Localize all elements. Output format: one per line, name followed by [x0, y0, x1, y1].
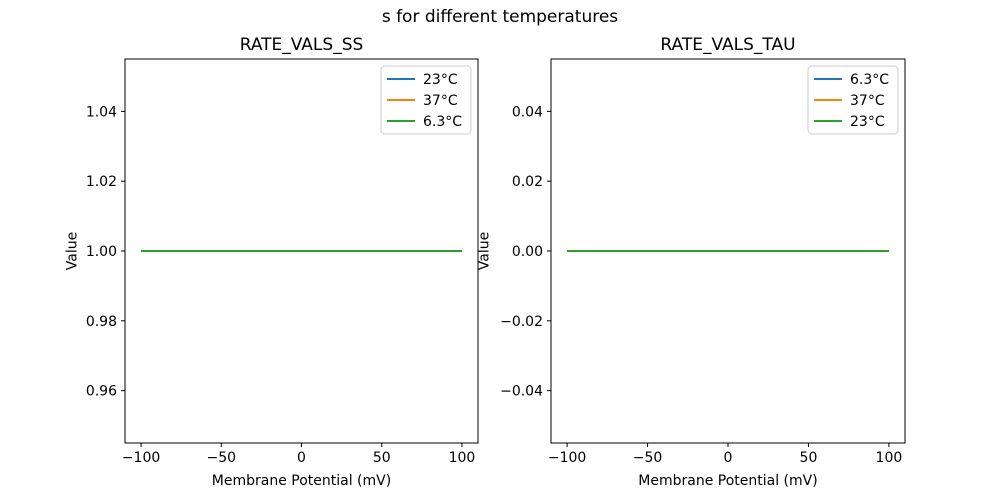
- x-axis-label-rate-vals-ss: Membrane Potential (mV): [212, 473, 391, 489]
- x-tick-label: 50: [373, 450, 391, 466]
- x-tick-label: −50: [633, 450, 663, 466]
- x-tick-label: −100: [122, 450, 160, 466]
- y-axis-label-rate-vals-ss: Value: [64, 232, 80, 270]
- y-tick-label: 0.04: [512, 104, 543, 120]
- x-tick-label: 100: [449, 450, 476, 466]
- legend-rate-vals-ss: 23°C 37°C 6.3°C: [380, 65, 472, 135]
- y-tick-label: 0.00: [512, 244, 543, 260]
- y-tick-label: 1.02: [86, 174, 117, 190]
- y-axis-label-rate-vals-tau: Value: [476, 232, 492, 270]
- legend-label-6-3-c: 6.3°C: [423, 114, 462, 130]
- subplot-title-rate-vals-ss: RATE_VALS_SS: [240, 35, 364, 55]
- legend-label-37-c: 37°C: [850, 93, 885, 109]
- y-tick-label: 1.00: [86, 244, 117, 260]
- y-tick-label: 0.96: [86, 384, 117, 400]
- x-tick-label: 0: [724, 450, 733, 466]
- subplot-rate-vals-tau: RATE_VALS_TAU −100 −50 0 50 100 −0.04 −0.02 0.00…: [476, 35, 906, 489]
- x-axis-label-rate-vals-tau: Membrane Potential (mV): [638, 473, 817, 489]
- figure-suptitle: s for different temperatures: [381, 7, 619, 27]
- x-tick-label: 100: [876, 450, 903, 466]
- x-tick-label: −100: [548, 450, 586, 466]
- y-tick-label: −0.02: [500, 314, 543, 330]
- x-tick-label: −50: [206, 450, 236, 466]
- legend-label-23-c: 23°C: [423, 72, 458, 88]
- legend-box: [807, 65, 899, 135]
- legend-label-37-c: 37°C: [423, 93, 458, 109]
- x-tick-label: 50: [800, 450, 818, 466]
- legend-box: [380, 65, 472, 135]
- legend-label-23-c: 23°C: [850, 114, 885, 130]
- subplot-rate-vals-ss: RATE_VALS_SS −100 −50 0 50 100 0.96 0.98 1.00 1.0…: [64, 35, 479, 489]
- legend-rate-vals-tau: 6.3°C 37°C 23°C: [807, 65, 899, 135]
- y-tick-label: −0.04: [500, 384, 543, 400]
- y-tick-label: 1.04: [86, 104, 117, 120]
- legend-label-6-3-c: 6.3°C: [850, 72, 889, 88]
- subplot-title-rate-vals-tau: RATE_VALS_TAU: [660, 35, 795, 55]
- x-tick-label: 0: [297, 450, 306, 466]
- y-tick-label: 0.98: [86, 314, 117, 330]
- y-tick-label: 0.02: [512, 174, 543, 190]
